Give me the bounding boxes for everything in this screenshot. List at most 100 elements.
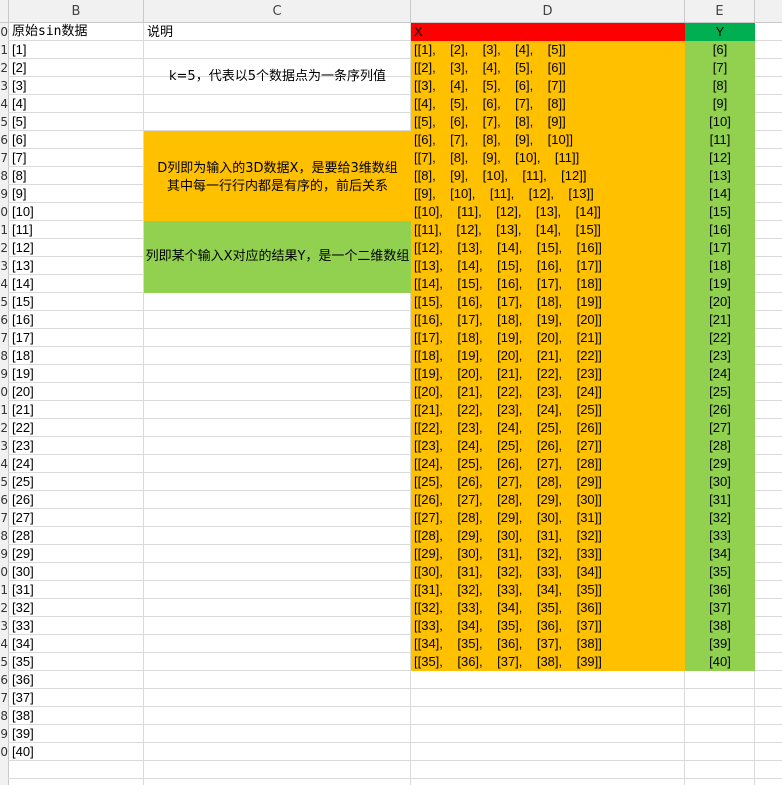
row-number[interactable]: 5	[0, 295, 8, 309]
cell-y[interactable]: [25]	[709, 384, 731, 399]
cell-x[interactable]: [[22], [23], [24], [25], [26]]	[414, 420, 602, 435]
row-number[interactable]: 4	[0, 637, 8, 651]
cell-b[interactable]: [34]	[12, 636, 34, 651]
cell-y[interactable]: [36]	[709, 582, 731, 597]
select-all-corner[interactable]	[0, 0, 9, 23]
cell-x[interactable]: [[31], [32], [33], [34], [35]]	[414, 582, 602, 597]
row-number[interactable]: 2	[0, 421, 8, 435]
row-number[interactable]: 1	[0, 223, 8, 237]
cell-y[interactable]: [35]	[709, 564, 731, 579]
row-number[interactable]: 0	[0, 745, 8, 759]
row-number[interactable]: 4	[0, 277, 8, 291]
cell-x[interactable]: [[20], [21], [22], [23], [24]]	[414, 384, 602, 399]
cell-x[interactable]: [[17], [18], [19], [20], [21]]	[414, 330, 602, 345]
cell-b[interactable]: [19]	[12, 366, 34, 381]
column-header-e[interactable]: E	[685, 0, 755, 23]
cell-x[interactable]: [[13], [14], [15], [16], [17]]	[414, 258, 602, 273]
cell-b[interactable]: [30]	[12, 564, 34, 579]
cell-x[interactable]: [[14], [15], [16], [17], [18]]	[414, 276, 602, 291]
cell-x[interactable]: [[5], [6], [7], [8], [9]]	[414, 114, 566, 129]
cell-x[interactable]: [[19], [20], [21], [22], [23]]	[414, 366, 602, 381]
cell-x[interactable]: [[34], [35], [36], [37], [38]]	[414, 636, 602, 651]
cell-y[interactable]: [9]	[712, 96, 728, 111]
cell-b[interactable]: [15]	[12, 294, 34, 309]
cell-b[interactable]: [29]	[12, 546, 34, 561]
cell-x[interactable]: [[18], [19], [20], [21], [22]]	[414, 348, 602, 363]
cell-x[interactable]: [[33], [34], [35], [36], [37]]	[414, 618, 602, 633]
column-header-f[interactable]	[755, 0, 782, 23]
cell-b[interactable]: [28]	[12, 528, 34, 543]
cell-x[interactable]: [[21], [22], [23], [24], [25]]	[414, 402, 602, 417]
cell-b[interactable]: [9]	[12, 186, 27, 201]
cell-b[interactable]: [3]	[12, 78, 27, 93]
row-number[interactable]: 5	[0, 655, 8, 669]
row-number[interactable]: 9	[0, 547, 8, 561]
row-number[interactable]: 7	[0, 331, 8, 345]
cell-b[interactable]: [4]	[12, 96, 27, 111]
cell-b[interactable]: [31]	[12, 582, 34, 597]
cell-x[interactable]: [[4], [5], [6], [7], [8]]	[414, 96, 566, 111]
cell-y[interactable]: [6]	[712, 42, 728, 57]
row-number[interactable]: 7	[0, 151, 8, 165]
cell-x[interactable]: [[11], [12], [13], [14], [15]]	[414, 222, 601, 237]
cell-b[interactable]: [14]	[12, 276, 34, 291]
cell-y[interactable]: [24]	[709, 366, 731, 381]
cell-b[interactable]: [7]	[12, 150, 27, 165]
cell-y[interactable]: [39]	[709, 636, 731, 651]
cell-y[interactable]: [37]	[709, 600, 731, 615]
cell-x[interactable]: [[6], [7], [8], [9], [10]]	[414, 132, 573, 147]
row-number[interactable]: 1	[0, 403, 8, 417]
header-cell-y[interactable]: Y	[715, 24, 725, 39]
column-header-d[interactable]: D	[411, 0, 685, 23]
row-number[interactable]: 2	[0, 601, 8, 615]
row-number[interactable]: 1	[0, 583, 8, 597]
cell-x[interactable]: [[15], [16], [17], [18], [19]]	[414, 294, 602, 309]
row-number[interactable]: 6	[0, 493, 8, 507]
cell-y[interactable]: [30]	[709, 474, 731, 489]
cell-y[interactable]: [11]	[709, 132, 731, 147]
cell-x[interactable]: [[3], [4], [5], [6], [7]]	[414, 78, 566, 93]
header-cell-c[interactable]: 说明	[147, 24, 174, 39]
cell-b[interactable]: [23]	[12, 438, 34, 453]
cell-b[interactable]: [37]	[12, 690, 34, 705]
cell-b[interactable]: [33]	[12, 618, 34, 633]
cell-y[interactable]: [34]	[709, 546, 731, 561]
cell-b[interactable]: [5]	[12, 114, 27, 129]
cell-y[interactable]: [19]	[709, 276, 731, 291]
cell-x[interactable]: [[9], [10], [11], [12], [13]]	[414, 186, 594, 201]
cell-b[interactable]: [36]	[12, 672, 34, 687]
cell-b[interactable]: [21]	[12, 402, 34, 417]
cell-b[interactable]: [26]	[12, 492, 34, 507]
cell-b[interactable]: [20]	[12, 384, 34, 399]
row-number[interactable]: 6	[0, 673, 8, 687]
cell-b[interactable]: [22]	[12, 420, 34, 435]
cell-y[interactable]: [13]	[709, 168, 731, 183]
cell-y[interactable]: [8]	[712, 78, 728, 93]
header-cell-b[interactable]: 原始sin数据	[12, 24, 88, 39]
cell-x[interactable]: [[35], [36], [37], [38], [39]]	[414, 654, 602, 669]
cell-x[interactable]: [[29], [30], [31], [32], [33]]	[414, 546, 602, 561]
row-number[interactable]: 8	[0, 349, 8, 363]
e-note[interactable]: 列即某个输入X对应的结果Y，是一个二维数组	[145, 249, 410, 264]
cell-b[interactable]: [10]	[12, 204, 34, 219]
row-number[interactable]: 7	[0, 691, 8, 705]
cell-b[interactable]: [25]	[12, 474, 34, 489]
cell-b[interactable]: [6]	[12, 132, 27, 147]
cell-y[interactable]: [7]	[712, 60, 728, 75]
cell-b[interactable]: [8]	[12, 168, 27, 183]
cell-x[interactable]: [[23], [24], [25], [26], [27]]	[414, 438, 602, 453]
cell-b[interactable]: [2]	[12, 60, 27, 75]
cell-y[interactable]: [16]	[709, 222, 731, 237]
cell-x[interactable]: [[28], [29], [30], [31], [32]]	[414, 528, 602, 543]
cell-b[interactable]: [17]	[12, 330, 34, 345]
cell-y[interactable]: [32]	[709, 510, 731, 525]
cell-y[interactable]: [10]	[709, 114, 731, 129]
cell-y[interactable]: [26]	[709, 402, 731, 417]
cell-b[interactable]: [40]	[12, 744, 34, 759]
cell-b[interactable]: [39]	[12, 726, 34, 741]
cell-x[interactable]: [[25], [26], [27], [28], [29]]	[414, 474, 602, 489]
cell-x[interactable]: [[27], [28], [29], [30], [31]]	[414, 510, 602, 525]
cell-y[interactable]: [21]	[709, 312, 731, 327]
cell-b[interactable]: [12]	[12, 240, 34, 255]
cell-x[interactable]: [[2], [3], [4], [5], [6]]	[414, 60, 566, 75]
